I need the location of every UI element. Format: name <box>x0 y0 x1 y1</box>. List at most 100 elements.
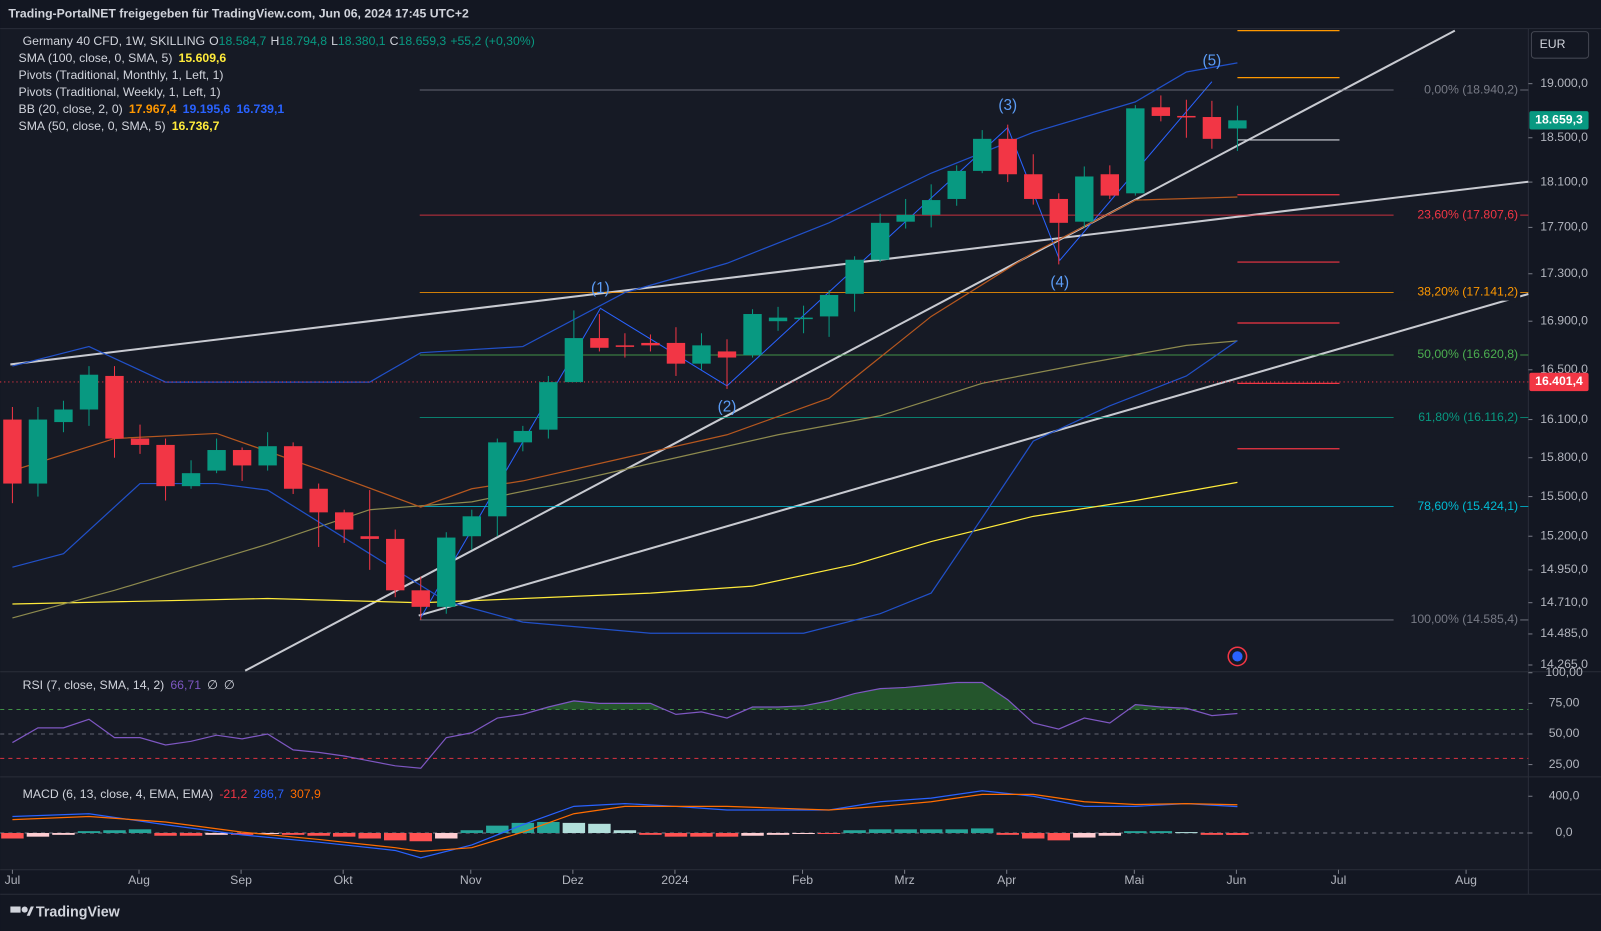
candle-body <box>283 446 303 489</box>
y-tick-label: 15.200,0 <box>1540 528 1588 542</box>
last-price-badge-label: 18.659,3 <box>1535 113 1583 127</box>
x-tick-label: Mai <box>1124 873 1144 887</box>
pane-separators <box>0 28 1601 895</box>
candle-body <box>258 446 277 466</box>
histogram-bar <box>894 829 917 833</box>
marker-price-badge-label: 16.401,4 <box>1535 374 1583 388</box>
y-tick-label: 75,00 <box>1549 696 1580 710</box>
histogram-bar <box>179 832 203 836</box>
fib-label-bg <box>1393 611 1521 629</box>
alert-ring[interactable] <box>1227 646 1248 667</box>
marker-price-badge <box>1529 372 1589 392</box>
legend-value: -21,2 <box>219 787 247 801</box>
candle-body <box>513 430 533 443</box>
ohlc-label: L <box>331 34 338 48</box>
currency-box[interactable] <box>1530 31 1590 59</box>
histogram-bar <box>1226 832 1249 835</box>
candle-body <box>1049 198 1068 223</box>
ohlc-label: O <box>209 34 219 48</box>
logo-part <box>21 906 28 913</box>
y-tick-label: 16.500,0 <box>1540 362 1588 376</box>
currency[interactable]: EUR <box>1540 37 1566 51</box>
candle-body <box>692 345 711 364</box>
y-tick-label: 18.100,0 <box>1540 174 1588 188</box>
logo-part <box>10 906 21 913</box>
legend-value: 286,7 <box>253 787 284 801</box>
x-tick-label: Okt <box>334 873 354 887</box>
histogram-bar <box>256 832 279 835</box>
candle-body <box>437 537 456 607</box>
histogram-bar <box>460 830 484 833</box>
candle-body <box>1100 174 1119 196</box>
legend: RSI (7, close, SMA, 14, 2) 66,71 ∅ ∅ <box>23 678 235 692</box>
indicator-value: 16.736,7 <box>172 119 220 133</box>
candle-body <box>1151 107 1171 116</box>
alert-dot[interactable] <box>1232 651 1243 662</box>
histogram-bar <box>435 832 458 839</box>
fib-label-bg <box>1393 498 1521 515</box>
legend: MACD (6, 13, close, 4, EMA, EMA) -21,2 286… <box>23 787 321 801</box>
logo-part <box>26 906 34 916</box>
candle-body <box>539 382 558 430</box>
histogram-bar <box>792 832 815 835</box>
histogram-bar <box>1175 832 1198 834</box>
y-tick-label: 17.700,0 <box>1540 220 1588 234</box>
header-title: Trading-PortalNET freigegeben für Tradin… <box>8 7 469 21</box>
fib-label: 0,00% (18.940,2) <box>1424 82 1518 96</box>
candle-body <box>768 317 788 322</box>
legend-value: ∅ <box>224 678 235 692</box>
trendline <box>418 293 1529 617</box>
histogram-bar <box>690 832 713 837</box>
candle-body <box>870 222 890 260</box>
candle-body <box>794 317 813 320</box>
x-tick-label: Jul <box>5 873 21 887</box>
rsi-line <box>12 681 1238 769</box>
histogram-bar <box>537 821 560 833</box>
histogram-bar <box>128 829 152 833</box>
fib-label-bg <box>1393 409 1521 426</box>
histogram-bar <box>843 830 866 833</box>
candle-body <box>615 345 635 347</box>
legend-value: ∅ <box>207 678 218 692</box>
histogram-bar <box>332 832 356 837</box>
candle-body <box>743 314 762 356</box>
histogram-bar <box>817 832 841 835</box>
fib-label-bg <box>1393 206 1521 224</box>
candle-body <box>1177 115 1196 118</box>
legend-title: RSI (7, close, SMA, 14, 2) <box>23 678 165 692</box>
y-tick-label: 14.265,0 <box>1540 657 1588 671</box>
ohlc-value: 18.659,3 <box>399 34 447 48</box>
alert-icon[interactable] <box>1227 646 1248 667</box>
y-tick-label: 17.300,0 <box>1540 266 1588 280</box>
histogram-bar <box>1 832 24 839</box>
legend-value: 66,71 <box>170 678 201 692</box>
histogram-bar <box>945 829 968 833</box>
x-tick-label: Apr <box>997 873 1016 887</box>
x-tick-label: Mrz <box>894 873 914 887</box>
wave-label: (2) <box>718 398 737 415</box>
candle-body <box>411 590 430 607</box>
candle-body <box>1202 117 1222 139</box>
histogram-bar <box>511 822 535 833</box>
histogram-bar <box>664 832 688 837</box>
histogram-bar <box>588 823 611 833</box>
indicator-value: 15.609,6 <box>179 51 227 65</box>
candle-body <box>1024 174 1043 199</box>
candle-body <box>335 512 354 530</box>
histogram-bar <box>409 832 432 842</box>
fib-label: 61,80% (16.116,2) <box>1418 410 1518 424</box>
indicator-legend: BB (20, close, 2, 0) 17.967,4 19.195,6 16.7… <box>19 102 285 116</box>
candle-body <box>1126 108 1145 194</box>
footer-brand: TradingView <box>36 904 121 920</box>
histogram-bar <box>1149 831 1173 833</box>
indicator-name: SMA (100, close, 0, SMA, 5) <box>19 51 173 65</box>
y-tick-label: 50,00 <box>1549 726 1580 740</box>
x-tick-label: Aug <box>1455 873 1477 887</box>
candle-body <box>590 338 609 348</box>
histogram-bar <box>358 832 381 839</box>
x-tick-label: 2024 <box>661 873 688 887</box>
histogram-bar <box>970 828 994 833</box>
histogram-bar <box>613 830 637 833</box>
fib-label: 100,00% (14.585,4) <box>1411 612 1519 626</box>
